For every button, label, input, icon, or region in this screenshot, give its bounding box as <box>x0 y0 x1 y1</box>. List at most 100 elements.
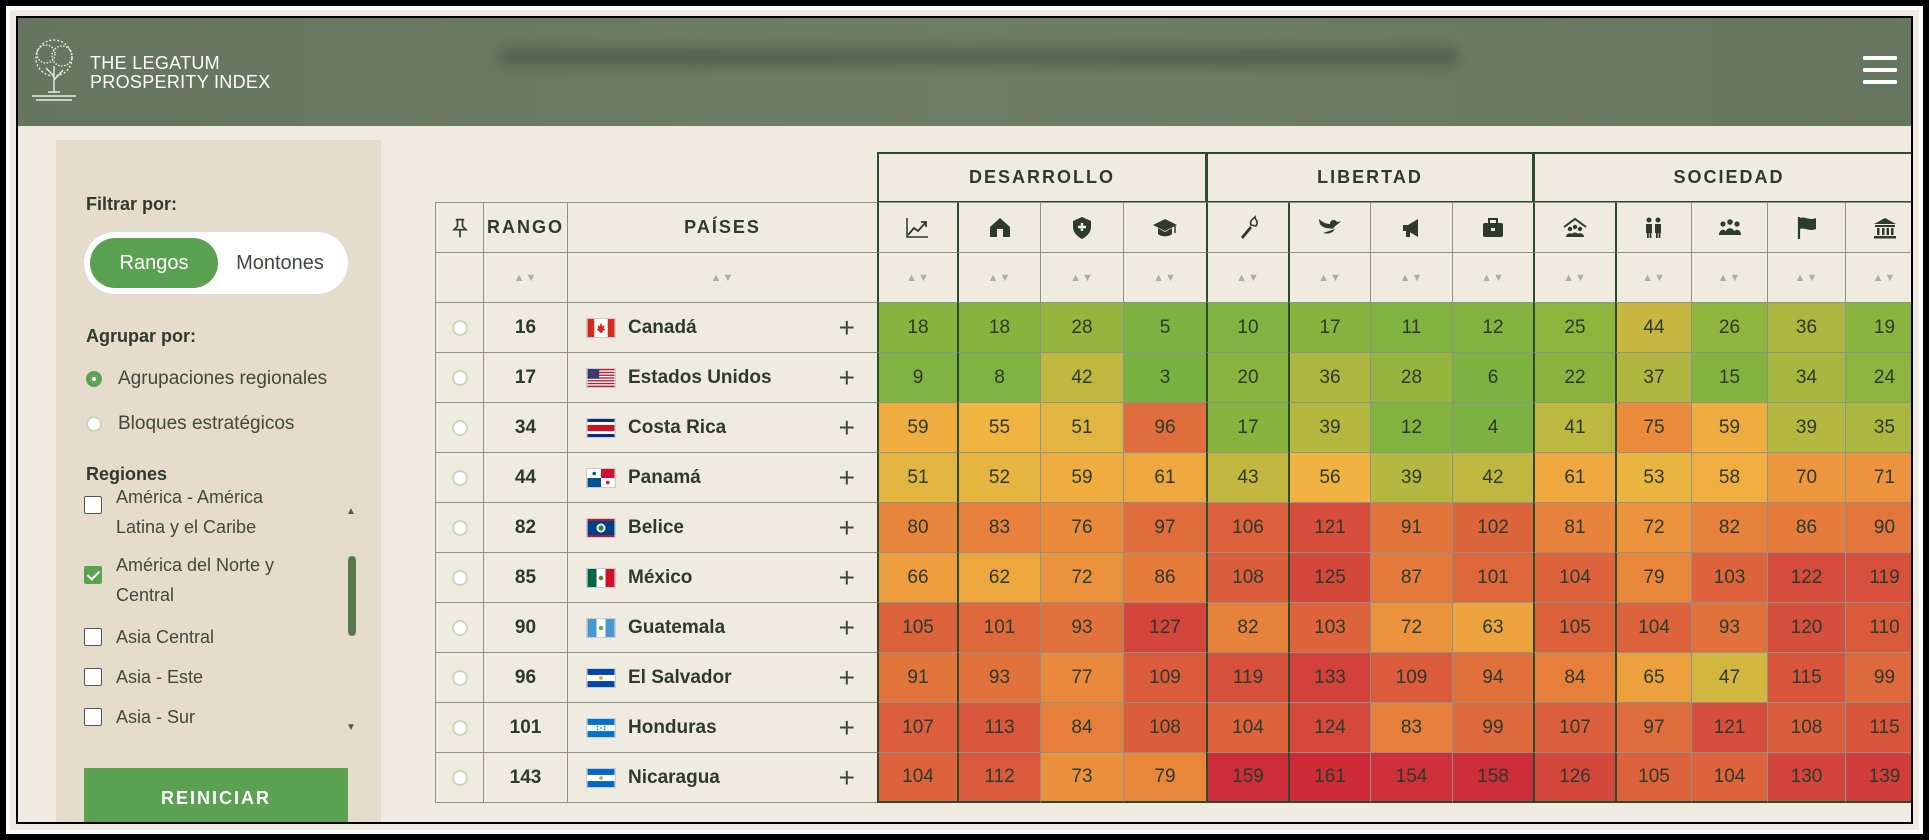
rank-value-cell[interactable]: 97 <box>1615 702 1692 753</box>
rank-value-cell[interactable]: 51 <box>1040 402 1124 453</box>
toggle-ranks[interactable]: Rangos <box>90 238 218 288</box>
rank-value-cell[interactable]: 62 <box>957 552 1041 603</box>
expand-plus-icon[interactable]: + <box>838 711 855 743</box>
rank-value-cell[interactable]: 159 <box>1206 752 1289 803</box>
region-list[interactable]: América - América Latina y el Caribe Amér… <box>84 490 354 730</box>
group-option-regional[interactable]: Agrupaciones regionales <box>86 368 327 390</box>
expand-plus-icon[interactable]: + <box>838 761 855 793</box>
expand-plus-icon[interactable]: + <box>838 411 855 443</box>
country-name[interactable]: Canadá <box>628 316 697 338</box>
row-select-radio[interactable] <box>451 519 468 536</box>
rank-value-cell[interactable]: 81 <box>1533 502 1616 553</box>
rank-value-cell[interactable]: 101 <box>957 602 1041 653</box>
rank-value-cell[interactable]: 72 <box>1370 602 1453 653</box>
rank-value-cell[interactable]: 106 <box>1206 502 1289 553</box>
rank-value-cell[interactable]: 99 <box>1845 652 1911 703</box>
rank-value-cell[interactable]: 15 <box>1691 352 1768 403</box>
rank-value-cell[interactable]: 12 <box>1370 402 1453 453</box>
country-cell[interactable]: El Salvador + <box>567 652 878 703</box>
group-option-strategic[interactable]: Bloques estratégicos <box>86 413 294 435</box>
radio-unselected-icon[interactable] <box>86 416 102 432</box>
country-cell[interactable]: Panamá + <box>567 452 878 503</box>
rank-value-cell[interactable]: 36 <box>1767 302 1846 353</box>
rank-value-cell[interactable]: 91 <box>877 652 958 703</box>
pin-row-radio[interactable] <box>435 652 484 703</box>
rank-value-cell[interactable]: 161 <box>1288 752 1371 803</box>
row-select-radio[interactable] <box>451 419 468 436</box>
toggle-scores[interactable]: Montones <box>236 251 324 274</box>
rank-value-cell[interactable]: 3 <box>1123 352 1207 403</box>
country-cell[interactable]: Canadá + <box>567 302 878 353</box>
row-select-radio[interactable] <box>451 619 468 636</box>
rank-value-cell[interactable]: 41 <box>1533 402 1616 453</box>
rank-value-cell[interactable]: 79 <box>1123 752 1207 803</box>
sort-indicator-icon[interactable]: ▲▼ <box>1452 252 1534 303</box>
rank-value-cell[interactable]: 107 <box>1533 702 1616 753</box>
rank-value-cell[interactable]: 42 <box>1452 452 1534 503</box>
country-name[interactable]: El Salvador <box>628 666 732 688</box>
rank-value-cell[interactable]: 12 <box>1452 302 1534 353</box>
rank-value-cell[interactable]: 43 <box>1206 452 1289 503</box>
rank-value-cell[interactable]: 9 <box>877 352 958 403</box>
country-name[interactable]: Honduras <box>628 716 717 738</box>
country-name[interactable]: Estados Unidos <box>628 366 772 388</box>
expand-plus-icon[interactable]: + <box>838 461 855 493</box>
rank-value-cell[interactable]: 24 <box>1845 352 1911 403</box>
country-name[interactable]: Panamá <box>628 466 701 488</box>
rank-value-cell[interactable]: 6 <box>1452 352 1534 403</box>
people-group-icon[interactable] <box>1691 202 1768 253</box>
rank-value-cell[interactable]: 59 <box>877 402 958 453</box>
rank-value-cell[interactable]: 22 <box>1533 352 1616 403</box>
rank-value-cell[interactable]: 102 <box>1452 502 1534 553</box>
country-name[interactable]: Guatemala <box>628 616 726 638</box>
country-name[interactable]: Costa Rica <box>628 416 727 438</box>
graduation-cap-icon[interactable] <box>1123 202 1207 253</box>
rank-score-toggle[interactable]: Rangos Montones <box>84 232 348 294</box>
rank-value-cell[interactable]: 119 <box>1845 552 1911 603</box>
country-cell[interactable]: Guatemala + <box>567 602 878 653</box>
country-name[interactable]: México <box>628 566 693 588</box>
shield-icon[interactable] <box>1040 202 1124 253</box>
house-icon[interactable] <box>957 202 1041 253</box>
briefcase-icon[interactable] <box>1452 202 1534 253</box>
rank-value-cell[interactable]: 125 <box>1288 552 1371 603</box>
country-cell[interactable]: Belice + <box>567 502 878 553</box>
pin-row-radio[interactable] <box>435 352 484 403</box>
pin-row-radio[interactable] <box>435 402 484 453</box>
scroll-up-icon[interactable]: ▲ <box>346 506 356 517</box>
rank-value-cell[interactable]: 55 <box>957 402 1041 453</box>
country-cell[interactable]: México + <box>567 552 878 603</box>
scroll-down-icon[interactable]: ▼ <box>346 722 356 733</box>
expand-plus-icon[interactable]: + <box>838 511 855 543</box>
rank-value-cell[interactable]: 42 <box>1040 352 1124 403</box>
pin-row-radio[interactable] <box>435 602 484 653</box>
row-select-radio[interactable] <box>451 719 468 736</box>
sort-indicator-icon[interactable]: ▲▼ <box>1288 252 1371 303</box>
rank-value-cell[interactable]: 39 <box>1288 402 1371 453</box>
rank-value-cell[interactable]: 11 <box>1370 302 1453 353</box>
megaphone-icon[interactable] <box>1370 202 1453 253</box>
rank-value-cell[interactable]: 115 <box>1845 702 1911 753</box>
rank-value-cell[interactable]: 99 <box>1452 702 1534 753</box>
country-name[interactable]: Nicaragua <box>628 766 720 788</box>
rank-value-cell[interactable]: 75 <box>1615 402 1692 453</box>
rank-value-cell[interactable]: 72 <box>1615 502 1692 553</box>
rank-value-cell[interactable]: 105 <box>1533 602 1616 653</box>
rank-value-cell[interactable]: 26 <box>1691 302 1768 353</box>
region-item-north-central-america[interactable]: América del Norte y Central <box>84 550 274 610</box>
rank-value-cell[interactable]: 28 <box>1040 302 1124 353</box>
row-select-radio[interactable] <box>451 319 468 336</box>
rank-column-header[interactable]: RANGO <box>483 202 568 253</box>
rank-value-cell[interactable]: 109 <box>1370 652 1453 703</box>
community-icon[interactable] <box>1533 202 1616 253</box>
rank-value-cell[interactable]: 47 <box>1691 652 1768 703</box>
logo-text[interactable]: THE LEGATUM PROSPERITY INDEX <box>90 54 271 92</box>
row-select-radio[interactable] <box>451 669 468 686</box>
rank-value-cell[interactable]: 72 <box>1040 552 1124 603</box>
rank-value-cell[interactable]: 76 <box>1040 502 1124 553</box>
rank-value-cell[interactable]: 130 <box>1767 752 1846 803</box>
rank-value-cell[interactable]: 5 <box>1123 302 1207 353</box>
expand-plus-icon[interactable]: + <box>838 311 855 343</box>
checkbox[interactable] <box>84 496 102 514</box>
country-cell[interactable]: Honduras + <box>567 702 878 753</box>
